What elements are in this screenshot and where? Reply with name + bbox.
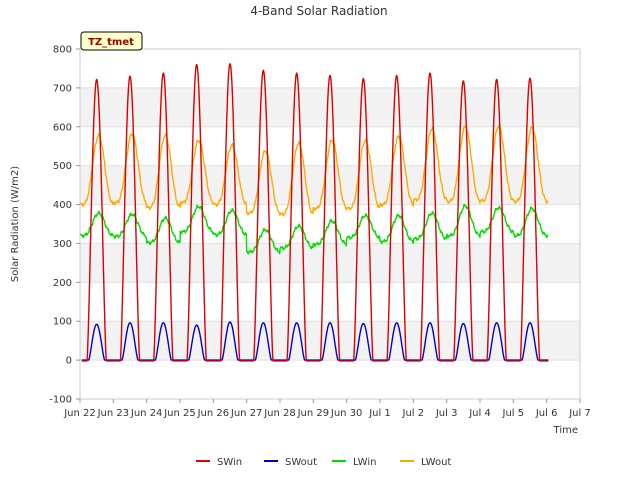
x-tick-label: Jun 22 xyxy=(63,408,96,419)
x-axis: Jun 22 Jun 23 Jun 24 Jun 25 Jun 26 Jun 27 Jun … xyxy=(63,399,591,419)
x-tick-label: Jun 23 xyxy=(97,408,130,419)
x-tick-label: Jun 30 xyxy=(330,408,363,419)
x-tick-label: Jul 5 xyxy=(502,408,525,419)
series-layer xyxy=(79,63,549,362)
x-tick-label: Jun 28 xyxy=(263,408,296,419)
chart-title: 4-Band Solar Radiation xyxy=(250,4,387,18)
y-tick-label: 500 xyxy=(53,161,72,172)
x-tick-label: Jun 26 xyxy=(197,408,230,419)
y-tick-label: 400 xyxy=(53,200,72,211)
y-axis-title: Solar Radiation (W/m2) xyxy=(10,166,21,282)
plot-frame xyxy=(79,48,581,400)
plot-background xyxy=(80,49,580,399)
series-line-lwout xyxy=(79,124,549,217)
series-line-swout xyxy=(81,321,549,361)
y-tick-label: 600 xyxy=(53,122,72,133)
plot-band xyxy=(80,87,580,127)
y-tick-label: 800 xyxy=(53,45,72,56)
y-tick-label: 100 xyxy=(53,317,72,328)
annotation-badge-box xyxy=(80,31,143,51)
x-tick-label: Jul 2 xyxy=(402,408,425,419)
x-tick-label: Jun 29 xyxy=(297,408,330,419)
legend-label-lwin: LWin xyxy=(353,457,376,468)
x-tick-label: Jul 1 xyxy=(368,408,391,419)
plot-band xyxy=(80,282,580,322)
x-tick-label: Jun 24 xyxy=(130,408,163,419)
y-tick-label: 700 xyxy=(53,83,72,94)
legend-label-swin: SWin xyxy=(217,457,242,468)
y-tick-label: -100 xyxy=(49,395,72,406)
legend: SWin SWout LWin LWout xyxy=(196,457,451,468)
plot-band xyxy=(80,204,580,244)
x-tick-label: Jun 25 xyxy=(163,408,196,419)
legend-label-swout: SWout xyxy=(285,457,317,468)
annotation-badge-text: TZ_tmet xyxy=(88,37,134,48)
y-tick-label: 200 xyxy=(53,278,72,289)
x-axis-title: Time xyxy=(553,425,578,436)
y-tick-label: 0 xyxy=(66,356,72,367)
x-tick-label: Jul 6 xyxy=(535,408,558,419)
plot-band xyxy=(80,243,580,283)
y-tick-label: 300 xyxy=(53,239,72,250)
series-line-swin xyxy=(81,63,549,362)
x-tick-label: Jul 7 xyxy=(568,408,591,419)
plot-band xyxy=(80,321,580,361)
plot-band xyxy=(80,49,580,88)
y-axis: -100 0 100 200 300 400 500 600 700 800 xyxy=(49,45,80,406)
x-tick-label: Jun 27 xyxy=(230,408,263,419)
x-tick-label: Jul 4 xyxy=(468,408,491,419)
legend-label-lwout: LWout xyxy=(421,457,451,468)
annotation-badge: TZ_tmet xyxy=(80,31,143,51)
plot-band xyxy=(80,360,580,399)
x-tick-label: Jul 3 xyxy=(435,408,458,419)
plot-band xyxy=(80,165,580,205)
